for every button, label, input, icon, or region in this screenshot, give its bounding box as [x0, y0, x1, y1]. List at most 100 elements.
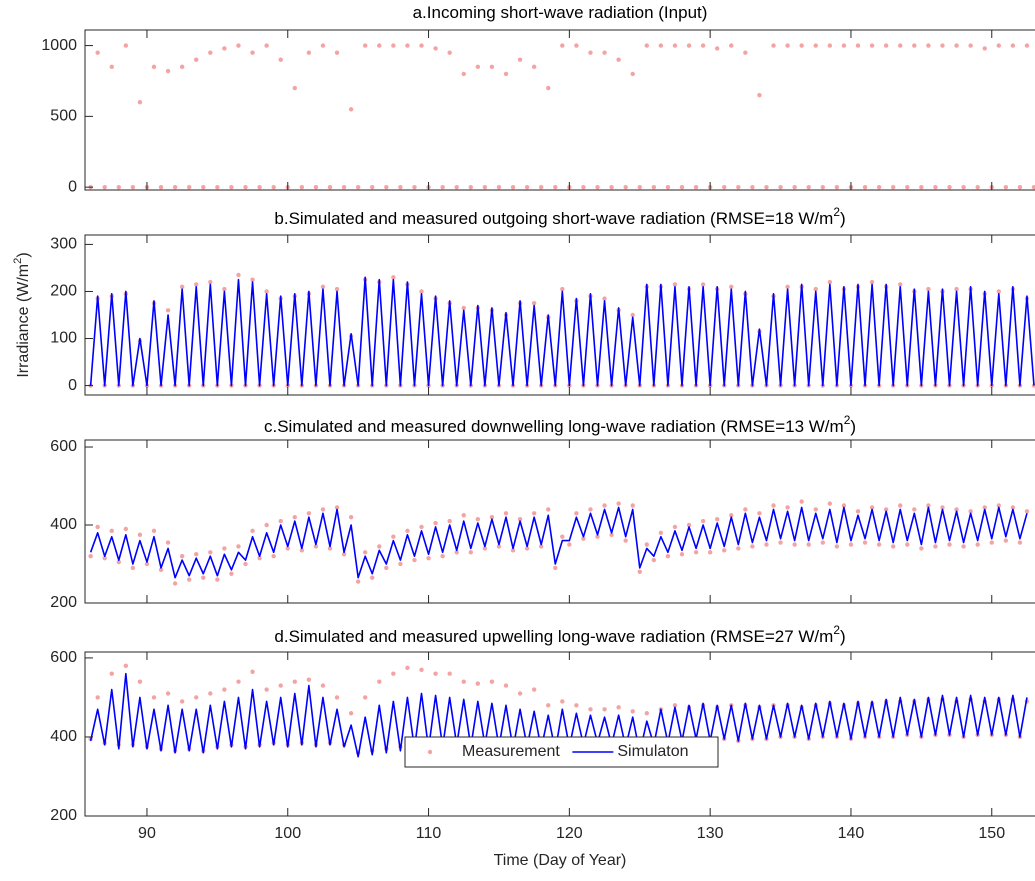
measurement-point	[630, 71, 635, 77]
measurement-point	[1017, 540, 1023, 545]
axes-box	[84, 651, 1035, 817]
measurement-point	[602, 707, 607, 712]
measurement-point	[95, 50, 100, 55]
measurement-point	[524, 546, 530, 551]
measurement-point	[334, 50, 340, 55]
measurement-point	[644, 43, 649, 48]
measurement-point	[264, 289, 269, 294]
measurement-point	[574, 43, 579, 48]
panel: b.Simulated and measured outgoing short-…	[12, 205, 1035, 396]
simulation-line	[89, 276, 1035, 387]
legend: Measurement Simulaton	[404, 736, 719, 768]
measurement-point	[1031, 184, 1035, 190]
measurement-point	[651, 184, 657, 190]
measurement-point	[151, 695, 157, 700]
measurement-point	[179, 64, 185, 70]
measurement-point	[602, 296, 607, 301]
measurement-point	[194, 552, 199, 557]
measurement-point	[609, 532, 614, 537]
measurement-point	[172, 184, 178, 190]
y-tick-label: 600	[50, 649, 77, 666]
measurement-point	[750, 184, 755, 190]
measurement-point	[137, 100, 143, 105]
measurement-point	[419, 667, 424, 672]
measurement-point	[215, 184, 220, 190]
measurement-point	[496, 184, 502, 190]
measurement-point	[912, 43, 917, 48]
measurement-point	[278, 57, 283, 62]
measurement-point	[201, 184, 206, 190]
measurement-point	[722, 548, 727, 553]
measurement-point	[876, 542, 882, 547]
measurement-point	[827, 501, 833, 506]
measurement-point	[982, 46, 987, 51]
measurement-point	[236, 544, 241, 549]
measurement-point	[222, 286, 227, 292]
measurement-point	[623, 538, 628, 543]
measurement-point	[658, 43, 664, 48]
measurement-point	[292, 679, 297, 684]
measurement-point	[236, 43, 241, 48]
measurement-point	[201, 575, 206, 580]
measurement-point	[285, 546, 290, 551]
measurement-point	[560, 699, 565, 704]
measurement-point	[644, 711, 649, 716]
measurement-point	[426, 555, 431, 561]
measurement-point	[686, 43, 692, 48]
measurement-point	[785, 505, 790, 510]
measurement-point	[996, 289, 1001, 294]
y-tick-label: 200	[50, 807, 77, 824]
measurement-point	[144, 561, 150, 567]
measurement-point	[179, 554, 185, 559]
measurement-point	[968, 509, 973, 514]
measurement-point	[158, 184, 164, 190]
plot-area	[85, 440, 1035, 603]
measurement-point	[517, 691, 523, 696]
measurement-point	[813, 286, 818, 292]
measurement-point	[327, 184, 333, 190]
measurement-point	[194, 57, 199, 62]
y-tick-label: 300	[50, 236, 77, 253]
measurement-point	[186, 184, 192, 190]
measurement-point	[553, 184, 558, 190]
measurement-point	[362, 550, 368, 555]
measurement-point	[264, 687, 269, 692]
measurement-point	[729, 513, 734, 518]
measurement-point	[433, 520, 438, 526]
measurement-point	[743, 507, 748, 512]
plot	[88, 272, 1035, 388]
measurement-point	[693, 184, 699, 190]
measurement-point	[208, 691, 213, 696]
measurement-point	[757, 511, 762, 516]
measurement-point	[496, 544, 502, 549]
panel-title: b.Simulated and measured outgoing short-…	[274, 205, 845, 228]
measurement-point	[975, 184, 980, 190]
measurement-point	[905, 184, 910, 190]
measurement-point	[447, 518, 452, 524]
measurement-point	[531, 511, 537, 516]
measurement-point	[912, 507, 917, 512]
measurement-point	[419, 524, 424, 530]
y-axis-label-part: 2	[12, 258, 24, 264]
measurement-point	[370, 575, 375, 580]
measurement-point	[975, 542, 980, 547]
measurement-point	[574, 703, 579, 708]
measurement-point	[954, 286, 959, 292]
measurement-point	[679, 184, 685, 190]
measurement-point	[320, 284, 326, 289]
measurement-point	[595, 184, 600, 190]
measurement-point	[982, 505, 987, 510]
measurement-point	[1017, 184, 1023, 190]
y-tick-label: 400	[50, 728, 77, 745]
measurement-point	[1010, 505, 1016, 510]
measurement-point	[370, 184, 375, 190]
measurement-point	[898, 503, 903, 508]
measurement-point	[271, 184, 276, 190]
measurement-point	[890, 184, 896, 190]
measurement-point	[862, 540, 868, 545]
y-tick-label: 200	[50, 283, 77, 300]
measurement-point	[961, 184, 966, 190]
x-axis-label: Time (Day of Year)	[494, 852, 627, 869]
measurement-point	[334, 286, 340, 292]
